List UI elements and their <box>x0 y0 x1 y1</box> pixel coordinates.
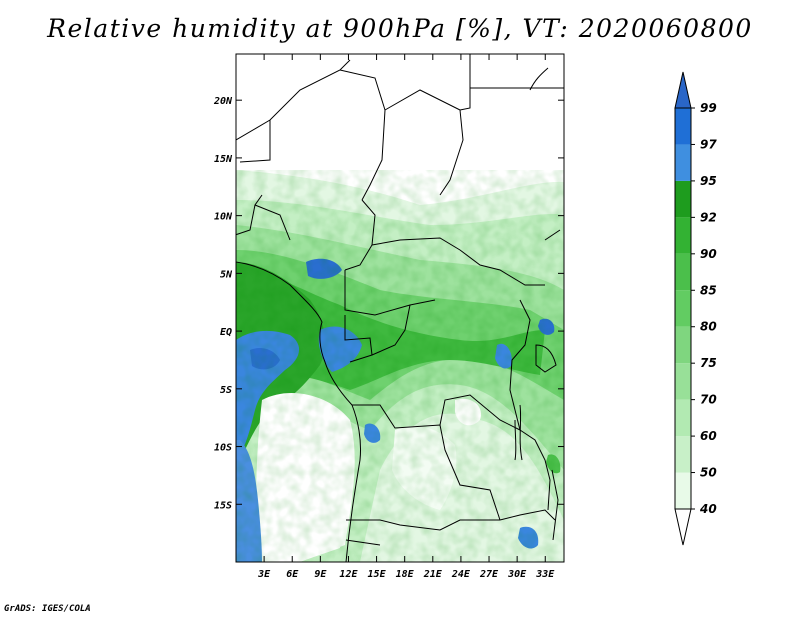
colorbar-segment <box>675 108 691 145</box>
lat-tick-label: EQ <box>220 327 232 338</box>
colorbar-segment <box>675 217 691 254</box>
colorbar-label: 92 <box>700 210 717 224</box>
colorbar-label: 75 <box>700 356 717 370</box>
lon-tick-label: 33E <box>535 569 555 580</box>
colorbar-label: 97 <box>700 137 717 151</box>
colorbar-segment <box>675 399 691 437</box>
lat-tick-label: 10S <box>214 443 232 454</box>
lon-tick-label: 3E <box>257 569 271 580</box>
colorbar-label: 99 <box>700 101 717 115</box>
latitude-axis: 20N 15N 10N 5N EQ 5S 10S 15S <box>213 96 564 511</box>
colorbar-segment <box>675 253 691 291</box>
lon-tick-label: 27E <box>479 569 499 580</box>
colorbar-below-triangle <box>674 508 692 546</box>
lon-tick-label: 9E <box>314 569 327 580</box>
colorbar: 40 50 60 70 75 80 85 90 92 95 97 99 <box>674 71 717 546</box>
lon-tick-label: 21E <box>423 569 443 580</box>
colorbar-label: 50 <box>700 466 717 480</box>
colorbar-segment <box>675 363 691 400</box>
lat-tick-label: 5S <box>220 385 232 396</box>
lat-tick-label: 20N <box>213 96 233 107</box>
lat-tick-label: 15N <box>214 154 233 165</box>
longitude-axis: 3E 6E 9E 12E 15E 18E 21E 24E 27E 30E 33E <box>257 54 555 580</box>
colorbar-frame <box>674 107 692 510</box>
colorbar-label: 90 <box>700 247 717 261</box>
colorbar-segment <box>675 472 691 509</box>
map-title: Relative humidity at 900hPa [%], VT: 202… <box>47 14 753 43</box>
colorbar-label: 40 <box>699 502 717 516</box>
lon-tick-label: 6E <box>286 569 299 580</box>
colorbar-label: 70 <box>700 393 717 407</box>
lon-tick-label: 18E <box>396 569 415 580</box>
lat-tick-label: 10N <box>214 212 233 223</box>
map-frame <box>235 53 565 563</box>
lon-tick-label: 24E <box>451 569 471 580</box>
colorbar-segment <box>675 326 691 364</box>
lon-tick-label: 15E <box>368 569 387 580</box>
credit-text: GrADS: IGES/COLA <box>4 604 91 614</box>
lon-tick-label: 30E <box>507 569 527 580</box>
lat-tick-label: 15S <box>214 500 232 511</box>
colorbar-segment <box>675 436 691 473</box>
colorbar-label: 85 <box>700 283 717 297</box>
colorbar-label: 80 <box>700 320 717 334</box>
colorbar-segment <box>675 180 691 218</box>
colorbar-above-triangle <box>674 71 692 109</box>
lon-tick-label: 12E <box>339 569 358 580</box>
country-borders <box>236 54 564 562</box>
lat-tick-label: 5N <box>220 269 233 280</box>
colorbar-label: 95 <box>700 174 717 188</box>
colorbar-segment <box>675 290 691 327</box>
colorbar-segment <box>675 144 691 181</box>
colorbar-label: 60 <box>700 429 717 443</box>
